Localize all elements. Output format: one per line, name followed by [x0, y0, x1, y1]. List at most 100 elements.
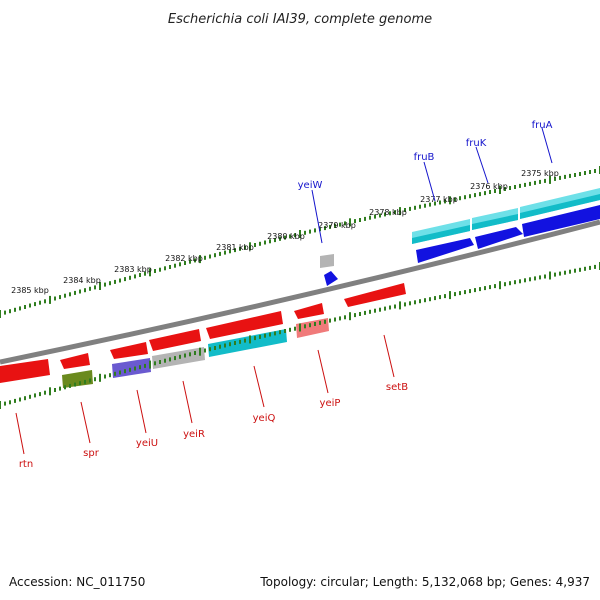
outer-major-tick [0, 310, 1, 318]
outer-minor-tick [339, 222, 341, 227]
inner-minor-tick [594, 264, 596, 269]
outer-minor-tick [294, 233, 296, 238]
outer-minor-tick [204, 255, 206, 260]
outer-minor-tick [139, 273, 141, 277]
outer-minor-tick [509, 186, 511, 190]
tick-label-2375: 2375 kbp [521, 169, 559, 178]
outer-minor-tick [564, 174, 566, 179]
scale-labels: 2375 kbp 2376 kbp 2377 kbp 2378 kbp 2379… [11, 169, 559, 295]
outer-minor-tick [519, 183, 521, 188]
inner-minor-tick [379, 307, 381, 312]
outer-minor-tick [534, 180, 536, 185]
outer-minor-tick [369, 215, 371, 220]
outer-major-tick [449, 196, 451, 205]
inner-minor-tick [469, 289, 471, 294]
leader-fruB [423, 161, 436, 202]
inner-minor-tick [519, 279, 521, 284]
inner-minor-tick [234, 341, 236, 345]
inner-minor-tick [554, 272, 556, 277]
outer-minor-tick [544, 178, 546, 183]
reverse-track-1 [0, 283, 406, 383]
outer-minor-tick [234, 248, 236, 253]
inner-major-tick [499, 281, 501, 290]
accession-text: Accession: NC_011750 [9, 575, 145, 589]
outer-minor-tick [594, 169, 596, 173]
inner-minor-tick [404, 302, 406, 307]
inner-minor-tick [564, 270, 566, 275]
inner-minor-tick [534, 276, 536, 281]
outer-minor-tick [474, 193, 476, 198]
cds-yeiQ-block [208, 329, 287, 357]
tick-label-2379: 2379 kbp [318, 221, 356, 230]
leader-setB [383, 334, 395, 378]
outer-major-tick [249, 242, 251, 251]
inner-minor-tick [14, 398, 16, 403]
tick-label-2377: 2377 kbp [420, 195, 458, 204]
cds-yeiW-grey [320, 254, 334, 268]
inner-minor-tick [104, 374, 106, 379]
inner-major-tick [199, 347, 201, 356]
cds-spr-block [62, 370, 93, 388]
cds-yeiW-arrow [324, 271, 338, 286]
outer-minor-tick [469, 194, 471, 199]
inner-minor-tick [144, 363, 146, 368]
inner-minor-tick [489, 285, 491, 290]
forward-labels: fruA fruK fruB yeiW [298, 120, 553, 244]
inner-minor-tick [204, 348, 206, 353]
inner-minor-tick [359, 312, 361, 316]
outer-minor-tick [24, 305, 26, 309]
inner-major-tick [299, 323, 301, 332]
inner-minor-tick [464, 290, 466, 295]
inner-minor-tick [579, 267, 581, 272]
outer-minor-tick [264, 240, 266, 245]
inner-minor-tick [524, 278, 526, 283]
outer-minor-tick [514, 185, 516, 189]
inner-minor-tick [124, 369, 126, 374]
outer-minor-tick [529, 181, 531, 186]
outer-minor-tick [89, 286, 91, 291]
inner-minor-tick [339, 316, 341, 321]
outer-minor-tick [274, 238, 276, 243]
outer-minor-tick [439, 200, 441, 205]
tick-label-2380: 2380 kbp [267, 232, 305, 241]
outer-major-tick [149, 268, 151, 277]
tick-label-2382: 2382 kbp [165, 254, 203, 263]
outer-minor-tick [324, 226, 326, 231]
inner-minor-tick [294, 326, 296, 331]
inner-minor-tick [484, 286, 486, 291]
outer-minor-tick [284, 235, 286, 240]
outer-minor-tick [424, 203, 426, 208]
inner-minor-tick [319, 320, 321, 325]
outer-minor-tick [374, 214, 376, 219]
inner-minor-tick [374, 308, 376, 313]
outer-minor-tick [214, 253, 216, 258]
inner-minor-tick [169, 357, 171, 362]
outer-minor-tick [64, 293, 66, 298]
inner-minor-tick [174, 356, 176, 361]
outer-minor-tick [79, 289, 81, 294]
cds-fruK-arrow [475, 227, 523, 249]
tick-label-2381: 2381 kbp [216, 243, 254, 252]
gene-label-fruK: fruK [466, 138, 487, 149]
inner-minor-tick [4, 401, 6, 406]
inner-minor-tick [504, 282, 506, 287]
tick-label-2384: 2384 kbp [63, 276, 101, 285]
outer-minor-tick [254, 243, 256, 247]
outer-minor-tick [4, 310, 6, 315]
inner-minor-tick [314, 322, 316, 326]
cds-setB [344, 283, 406, 307]
inner-tick-ring [0, 262, 600, 409]
outer-minor-tick [539, 179, 541, 184]
inner-minor-tick [444, 294, 446, 299]
outer-major-tick [299, 230, 301, 238]
outer-minor-tick [189, 259, 191, 264]
outer-minor-tick [589, 170, 591, 174]
outer-minor-tick [479, 192, 481, 197]
inner-minor-tick [224, 343, 226, 348]
inner-minor-tick [419, 299, 421, 304]
inner-minor-tick [284, 329, 286, 333]
gene-label-rtn: rtn [19, 459, 33, 470]
tick-label-2385: 2385 kbp [11, 286, 49, 295]
outer-minor-tick [404, 208, 406, 212]
